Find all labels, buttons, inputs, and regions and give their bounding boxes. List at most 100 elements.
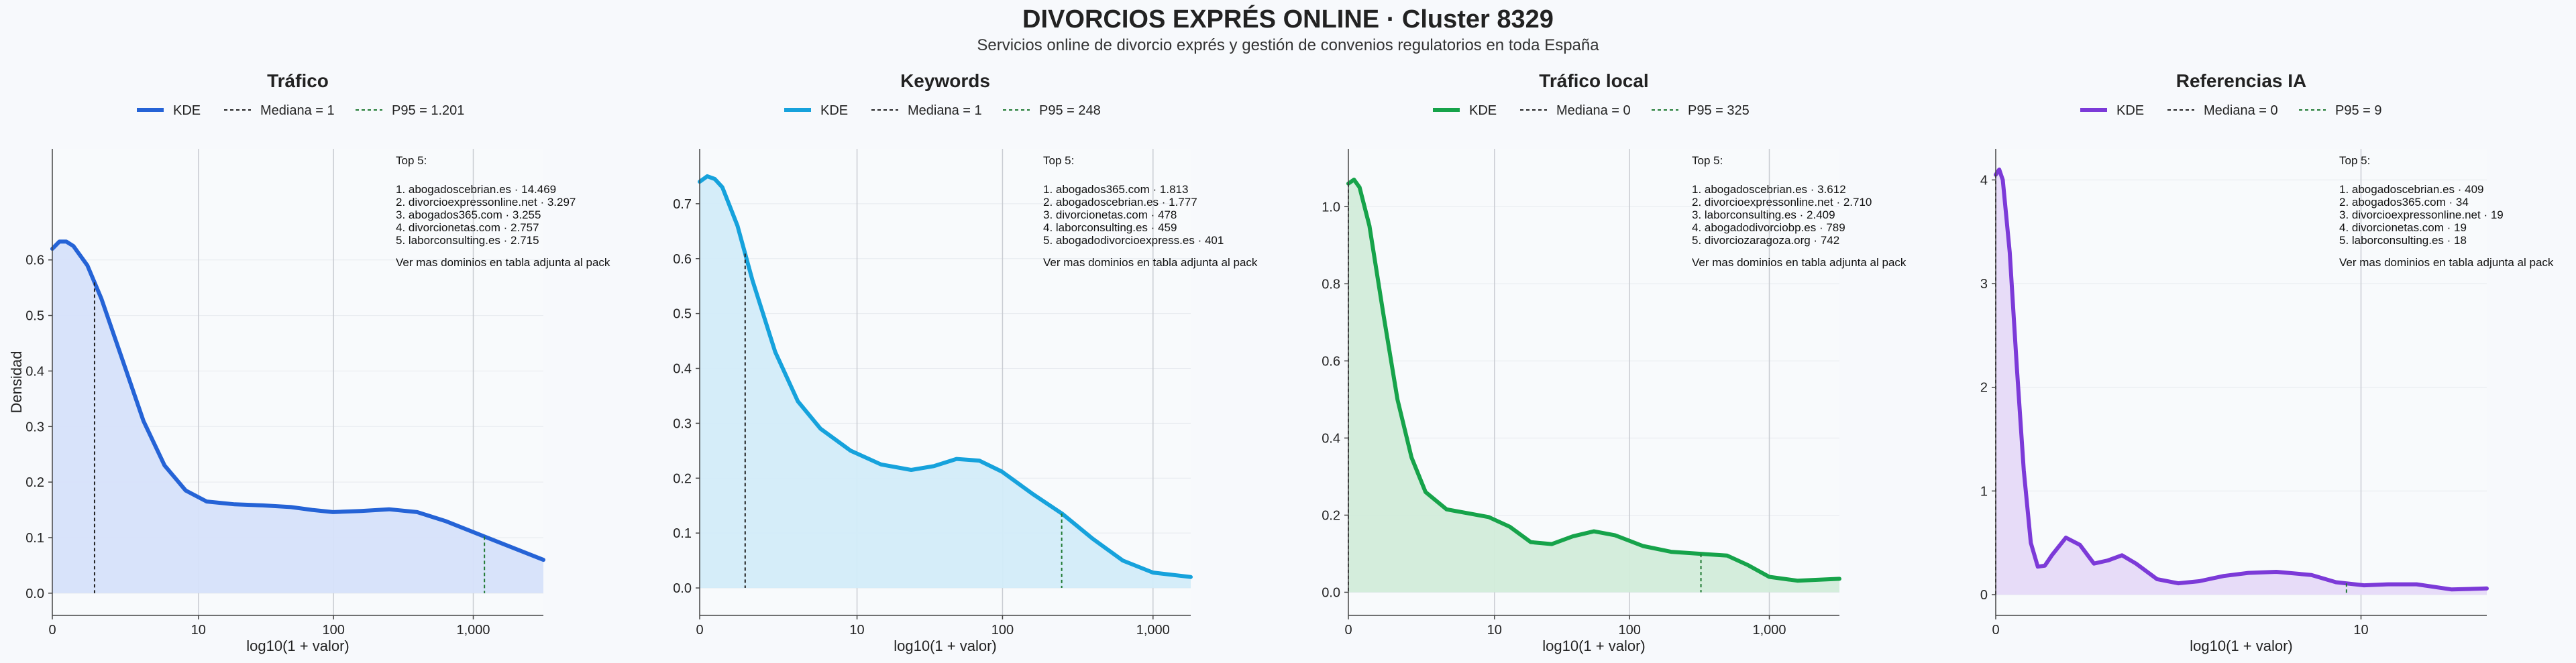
top5-item: 5. abogadodivorcioexpress.es · 401 (1043, 234, 1224, 247)
x-tick-label: 100 (1618, 623, 1640, 638)
top5-item: 1. abogadoscebrian.es · 14.469 (396, 183, 556, 196)
top5-item: 2. abogados365.com · 34 (2339, 196, 2469, 208)
main-subtitle: Servicios online de divorcio exprés y ge… (977, 36, 1599, 54)
x-tick-label: 10 (2353, 623, 2368, 638)
chart-panel-1: 0.0 0.1 0.2 0.3 0.4 0.5 0.6 0 10 100 1,000 log10(1 … (8, 70, 610, 654)
x-tick-label: 100 (991, 623, 1014, 638)
y-tick-label: 0.2 (673, 471, 692, 486)
x-tick-label: 0 (1344, 623, 1352, 638)
legend-median-label: Mediana = 1 (260, 103, 335, 118)
top5-footer: Ver mas dominios en tabla adjunta al pac… (2339, 256, 2554, 269)
x-tick-label: 100 (322, 623, 344, 638)
y-tick-label: 0.4 (673, 362, 692, 377)
top5-item: 4. laborconsulting.es · 459 (1043, 221, 1177, 234)
y-tick-label: 0.7 (673, 197, 692, 212)
top5-footer: Ver mas dominios en tabla adjunta al pac… (1692, 256, 1907, 269)
top5-footer: Ver mas dominios en tabla adjunta al pac… (396, 256, 610, 269)
top5-heading: Top 5: (2339, 154, 2370, 167)
kde-line (698, 174, 1193, 579)
x-tick-label: 0 (696, 623, 703, 638)
x-axis-label: log10(1 + valor) (894, 638, 996, 654)
x-axis-label: log10(1 + valor) (246, 638, 349, 654)
x-tick-label: 1,000 (1136, 623, 1170, 638)
panel-title: Keywords (900, 70, 990, 91)
y-tick-label: 0.4 (1322, 431, 1340, 446)
chart-panel-4: 0 1 2 3 4 0 10 log10(1 + valor) Referencias IA KD… (1980, 70, 2554, 654)
y-tick-label: 0.1 (673, 526, 692, 541)
top5-item: 3. divorcioexpressonline.net · 19 (2339, 208, 2504, 221)
top5-item: 5. laborconsulting.es · 18 (2339, 234, 2467, 247)
x-tick-label: 10 (191, 623, 206, 638)
y-tick-label: 0.0 (1322, 585, 1340, 600)
legend-median-label: Mediana = 0 (2204, 103, 2278, 118)
top5-heading: Top 5: (1043, 154, 1074, 167)
x-tick-label: 0 (1992, 623, 1999, 638)
y-tick-label: 0.3 (673, 416, 692, 431)
top5-item: 2. divorcioexpressonline.net · 3.297 (396, 196, 576, 208)
top5-heading: Top 5: (396, 154, 427, 167)
panel-title: Tráfico (267, 70, 329, 91)
legend-p95-label: P95 = 9 (2335, 103, 2382, 118)
top5-item: 1. abogadoscebrian.es · 409 (2339, 183, 2484, 196)
y-axis-label: Densidad (8, 351, 25, 414)
top5-item: 3. abogados365.com · 3.255 (396, 208, 541, 221)
kde-area (1348, 180, 1839, 593)
x-tick-label: 10 (1487, 623, 1502, 638)
legend-kde-label: KDE (820, 103, 848, 118)
y-tick-label: 0.2 (1322, 508, 1340, 523)
x-tick-label: 1,000 (456, 623, 490, 638)
chart-panel-3: 0.0 0.2 0.4 0.6 0.8 1.0 0 10 100 1,000 log10(1 + v… (1322, 70, 1907, 654)
legend-kde-label: KDE (2116, 103, 2144, 118)
main-title: DIVORCIOS EXPRÉS ONLINE · Cluster 8329 (1022, 5, 1554, 34)
top5-item: 4. divorcionetas.com · 2.757 (396, 221, 539, 234)
y-tick-label: 0.3 (25, 420, 44, 434)
kde-line (1994, 167, 2489, 592)
top5-item: 2. divorcioexpressonline.net · 2.710 (1692, 196, 1872, 208)
chart-panel-2: 0.0 0.1 0.2 0.3 0.4 0.5 0.6 0.7 0 10 100 1,000 log10… (673, 70, 1258, 654)
y-tick-label: 0.4 (25, 364, 44, 379)
x-tick-label: 1,000 (1752, 623, 1786, 638)
top5-item: 5. laborconsulting.es · 2.715 (396, 234, 539, 247)
y-tick-label: 0.6 (673, 252, 692, 267)
y-tick-label: 1.0 (1322, 200, 1340, 215)
top5-item: 4. divorcionetas.com · 19 (2339, 221, 2467, 234)
y-tick-label: 4 (1980, 173, 1988, 188)
y-tick-label: 0.8 (1322, 277, 1340, 292)
y-tick-label: 0.0 (25, 587, 44, 601)
legend-median-label: Mediana = 0 (1556, 103, 1631, 118)
y-tick-label: 0.0 (673, 581, 692, 596)
y-tick-label: 0.5 (673, 307, 692, 322)
top5-item: 4. abogadodivorciobp.es · 789 (1692, 221, 1845, 234)
y-tick-label: 3 (1980, 277, 1988, 292)
y-tick-label: 0.2 (25, 475, 44, 490)
legend-kde-label: KDE (1469, 103, 1497, 118)
legend-median-label: Mediana = 1 (908, 103, 982, 118)
panel-title: Tráfico local (1539, 70, 1648, 91)
y-tick-label: 2 (1980, 381, 1988, 396)
y-tick-label: 0.6 (25, 253, 44, 268)
top5-item: 5. divorciozaragoza.org · 742 (1692, 234, 1839, 247)
x-axis-label: log10(1 + valor) (1542, 638, 1645, 654)
x-tick-label: 0 (48, 623, 56, 638)
legend-p95-label: P95 = 1.201 (392, 103, 464, 118)
top5-item: 1. abogadoscebrian.es · 3.612 (1692, 183, 1846, 196)
top5-footer: Ver mas dominios en tabla adjunta al pac… (1043, 256, 1258, 269)
top5-item: 1. abogados365.com · 1.813 (1043, 183, 1188, 196)
kde-line (50, 239, 545, 562)
panel-title: Referencias IA (2176, 70, 2307, 91)
plot-area (1996, 149, 2487, 615)
top5-heading: Top 5: (1692, 154, 1723, 167)
top5-item: 3. laborconsulting.es · 2.409 (1692, 208, 1835, 221)
legend-p95-label: P95 = 248 (1039, 103, 1101, 118)
x-tick-label: 10 (849, 623, 864, 638)
kde-area (700, 176, 1191, 589)
y-tick-label: 0.1 (25, 531, 44, 546)
legend-p95-label: P95 = 325 (1688, 103, 1750, 118)
top5-item: 3. divorcionetas.com · 478 (1043, 208, 1177, 221)
y-tick-label: 0.6 (1322, 354, 1340, 369)
y-tick-label: 0 (1980, 588, 1988, 603)
y-tick-label: 0.5 (25, 309, 44, 324)
legend-kde-label: KDE (173, 103, 201, 118)
kde-line (1346, 178, 1841, 583)
